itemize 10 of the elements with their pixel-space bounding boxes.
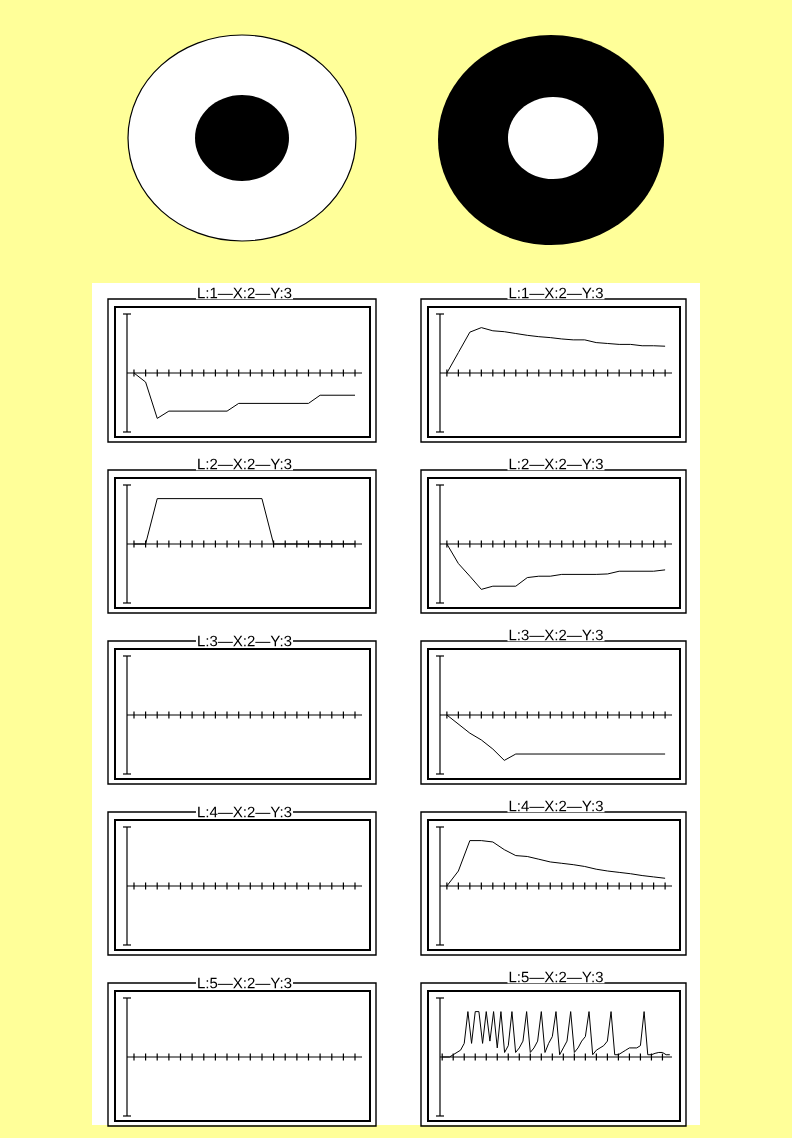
chart-title: L:1—X:2—Y:3 — [198, 287, 292, 299]
chart-title: L:1—X:2—Y:3 — [509, 287, 603, 299]
text: L:4—X:2—Y:3 — [198, 806, 292, 818]
text: L:5—X:2—Y:3 — [198, 977, 292, 989]
chart-title: L:3—X:2—Y:3 — [509, 629, 603, 641]
text: L:3—X:2—Y:3 — [198, 635, 292, 647]
chart-title: L:2—X:2—Y:3 — [198, 458, 292, 470]
chart-title: L:5—X:2—Y:3 — [509, 971, 603, 983]
chart-title: L:4—X:2—Y:3 — [509, 800, 603, 812]
chart-title: L:2—X:2—Y:3 — [509, 458, 603, 470]
